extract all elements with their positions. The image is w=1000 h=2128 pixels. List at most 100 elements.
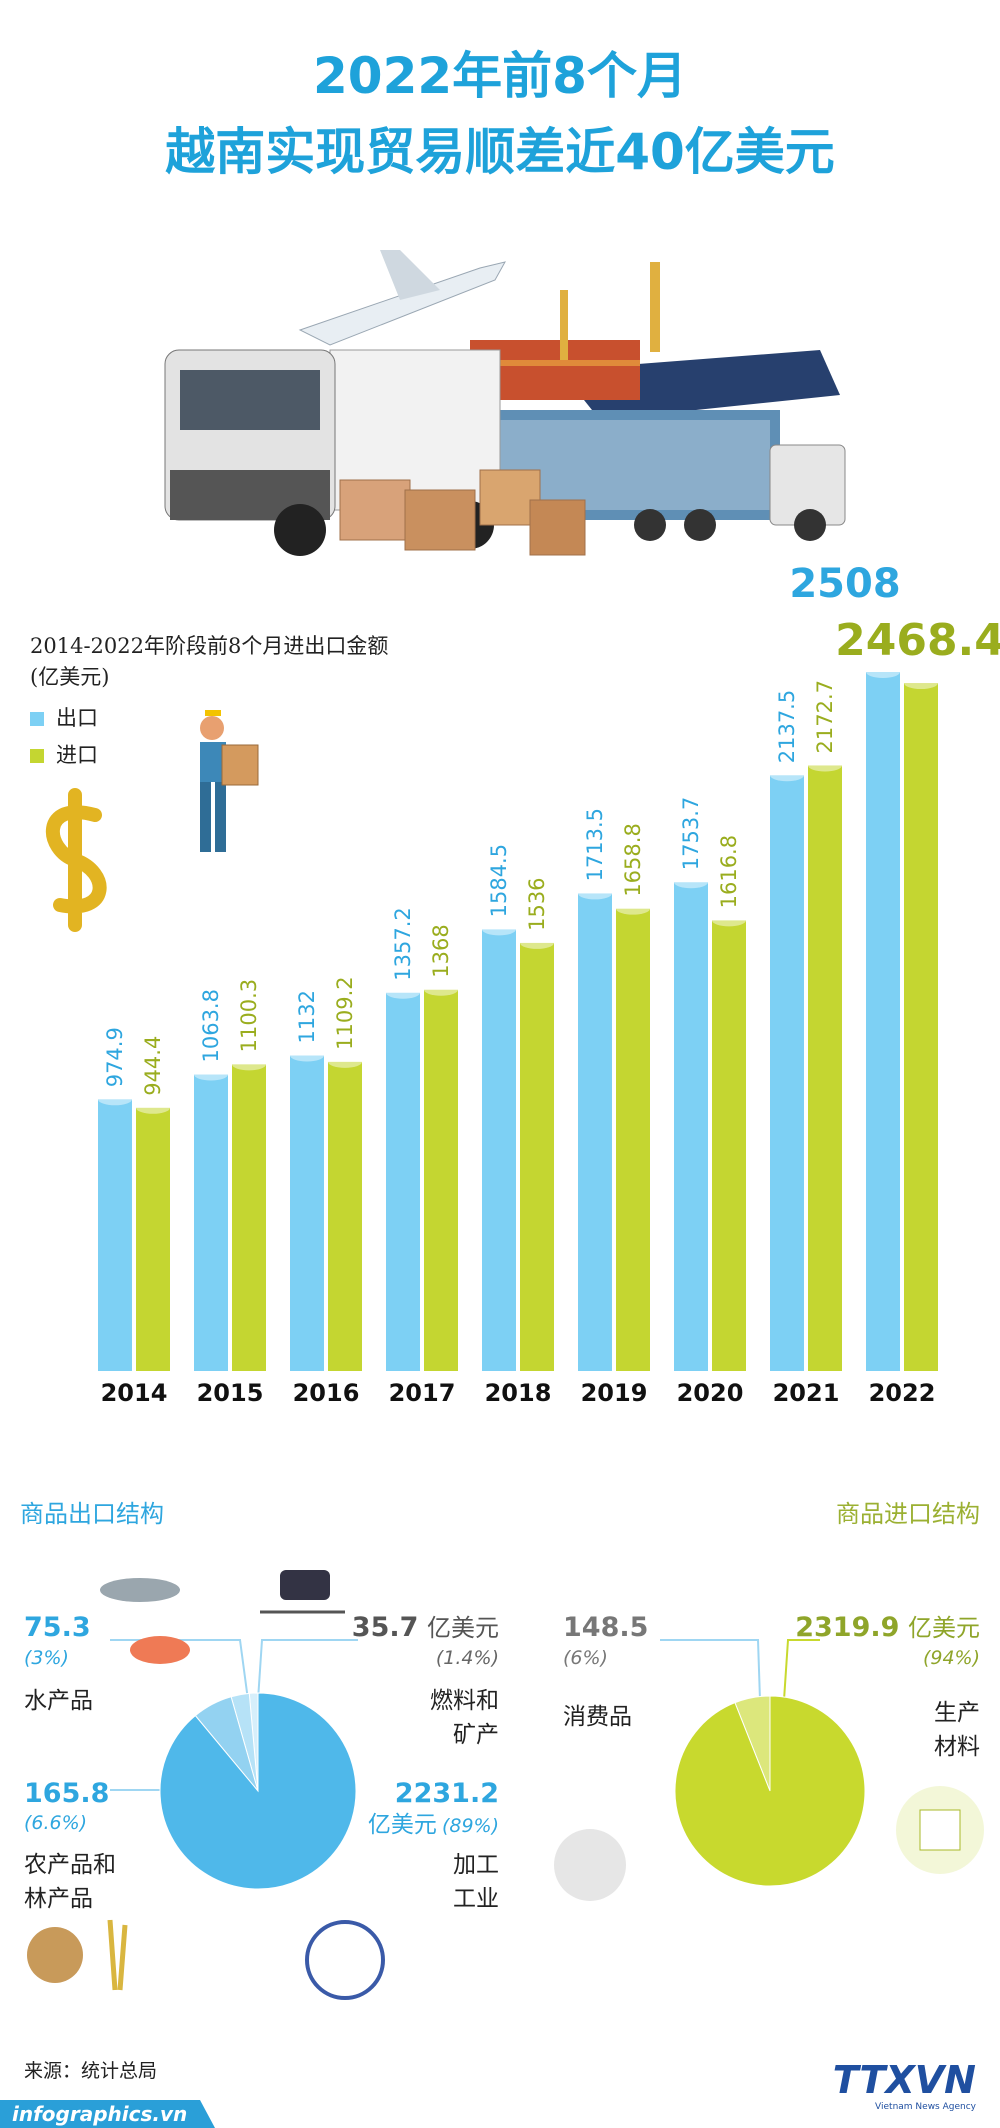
x-tick-label: 2016	[293, 1379, 360, 1407]
unit-label: (亿美元)	[30, 665, 110, 689]
value-label: 2137.5	[775, 690, 799, 763]
value-label: 1713.5	[583, 808, 607, 881]
bar	[808, 765, 842, 1371]
percent-label: (6%)	[563, 1647, 608, 1669]
bar-cap	[808, 759, 842, 772]
unit-label: 亿美元	[367, 1812, 437, 1838]
value-label: 1368	[429, 924, 453, 977]
bar-cap	[232, 1058, 266, 1071]
bar	[770, 775, 804, 1371]
x-tick-label: 2022	[869, 1379, 936, 1407]
x-tick-label: 2021	[773, 1379, 840, 1407]
chart-title: 2014-2022年阶段前8个月进出口金额	[30, 634, 389, 658]
pie-slice	[674, 1695, 866, 1887]
x-tick-label: 2015	[197, 1379, 264, 1407]
category-label: 燃料和矿产	[430, 1688, 499, 1748]
bar-cap	[904, 677, 938, 690]
value-label: 974.9	[103, 1027, 127, 1087]
worker-icon	[200, 710, 259, 852]
x-tick-label: 2019	[581, 1379, 648, 1407]
percent-label: (6.6%)	[24, 1812, 88, 1834]
value-label: 944.4	[141, 1036, 165, 1096]
value-label: 75.3	[24, 1612, 91, 1643]
value-label: 148.5	[563, 1612, 649, 1643]
bar-cap	[520, 936, 554, 949]
value-label: 1658.8	[621, 823, 645, 896]
legend-label: 进口	[56, 743, 98, 767]
source: 来源：统计总局	[24, 2060, 158, 2082]
legend-label: 出口	[56, 706, 98, 730]
logo: TTXVN	[832, 2058, 976, 2102]
bar	[98, 1099, 132, 1371]
value-label: 2172.7	[813, 680, 837, 753]
value-label: 35.7	[351, 1612, 419, 1643]
bar	[290, 1055, 324, 1371]
value-label: 2508	[789, 561, 900, 607]
subtitle: 越南实现贸易顺差近40亿美元	[165, 123, 835, 181]
illustration	[164, 250, 846, 556]
bar-cap	[290, 1049, 324, 1062]
bar-cap	[482, 923, 516, 936]
value-label: 165.8	[24, 1778, 110, 1809]
title: 2022年前8个月	[313, 47, 687, 105]
pie-slice	[159, 1692, 357, 1890]
bar	[578, 893, 612, 1371]
bar-cap	[712, 914, 746, 927]
bar-cap	[98, 1093, 132, 1106]
bar	[328, 1061, 362, 1371]
bar-cap	[328, 1055, 362, 1068]
value-label: 1616.8	[717, 835, 741, 908]
unit-label: 亿美元	[427, 1614, 499, 1642]
x-tick-label: 2014	[101, 1379, 168, 1407]
bar-cap	[424, 983, 458, 996]
value-label: 2319.9	[795, 1612, 900, 1643]
pie-title: 商品出口结构	[20, 1500, 164, 1528]
category-label: 农产品和林产品	[24, 1852, 116, 1912]
category-label: 加工工业	[453, 1852, 499, 1912]
legend-swatch	[30, 712, 44, 726]
bar	[616, 908, 650, 1371]
value-label: 1357.2	[391, 907, 415, 980]
footer-strip	[0, 2100, 215, 2128]
bar-cap	[194, 1068, 228, 1081]
value-group: 亿美元 (89%)	[368, 1812, 499, 1840]
bar	[232, 1064, 266, 1371]
x-tick-label: 2018	[485, 1379, 552, 1407]
bar	[904, 683, 938, 1371]
percent-label: (3%)	[24, 1647, 69, 1669]
value-label: 1584.5	[487, 844, 511, 917]
value-label: 1100.3	[237, 979, 261, 1052]
category-label: 生产材料	[934, 1700, 980, 1760]
bar	[136, 1107, 170, 1371]
bar-cap	[386, 986, 420, 999]
percent-label: (1.4%)	[435, 1647, 499, 1669]
value-label: 1063.8	[199, 989, 223, 1062]
bar-cap	[136, 1101, 170, 1114]
value-label: 1753.7	[679, 797, 703, 870]
category-label: 消费品	[563, 1704, 632, 1730]
category-icons	[27, 1570, 984, 2000]
value-group: 35.7 亿美元	[352, 1612, 499, 1644]
value-label: 1536	[525, 877, 549, 930]
x-tick-label: 2017	[389, 1379, 456, 1407]
value-group: 2319.9 亿美元	[795, 1612, 980, 1644]
value-label: 2468.4	[835, 615, 1000, 666]
bar	[866, 672, 900, 1371]
category-label: 水产品	[24, 1688, 93, 1714]
value-label: 1132	[295, 990, 319, 1043]
bar	[520, 942, 554, 1371]
bar	[674, 882, 708, 1371]
agency: Vietnam News Agency	[875, 2102, 976, 2112]
bar	[386, 992, 420, 1371]
bar	[482, 929, 516, 1371]
bar-cap	[578, 887, 612, 900]
pie-title: 商品进口结构	[836, 1500, 980, 1528]
site: infographics.vn	[12, 2102, 188, 2126]
bar-cap	[616, 902, 650, 915]
percent-label: (89%)	[441, 1815, 499, 1837]
value-label: 1109.2	[333, 976, 357, 1049]
legend-swatch	[30, 749, 44, 763]
dollar-icon	[46, 788, 107, 932]
